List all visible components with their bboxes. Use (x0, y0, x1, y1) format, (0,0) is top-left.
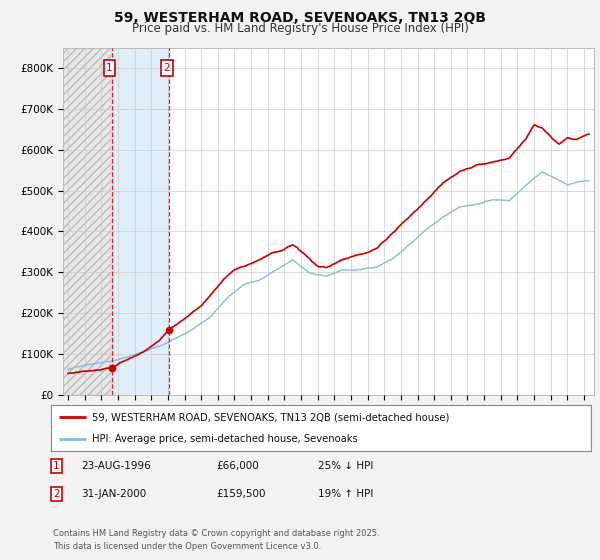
Text: 31-JAN-2000: 31-JAN-2000 (81, 489, 146, 499)
Bar (111, 48, 169, 395)
Text: 19% ↑ HPI: 19% ↑ HPI (318, 489, 373, 499)
Text: £66,000: £66,000 (216, 461, 259, 471)
Text: 2: 2 (163, 63, 170, 73)
Text: 59, WESTERHAM ROAD, SEVENOAKS, TN13 2QB: 59, WESTERHAM ROAD, SEVENOAKS, TN13 2QB (114, 11, 486, 25)
Text: 1: 1 (53, 461, 59, 471)
Bar (63, 48, 111, 395)
Text: 23-AUG-1996: 23-AUG-1996 (81, 461, 151, 471)
Text: HPI: Average price, semi-detached house, Sevenoaks: HPI: Average price, semi-detached house,… (91, 435, 357, 444)
Text: 2: 2 (53, 489, 59, 499)
Text: Price paid vs. HM Land Registry's House Price Index (HPI): Price paid vs. HM Land Registry's House … (131, 22, 469, 35)
Text: 59, WESTERHAM ROAD, SEVENOAKS, TN13 2QB (semi-detached house): 59, WESTERHAM ROAD, SEVENOAKS, TN13 2QB … (91, 412, 449, 422)
Text: 25% ↓ HPI: 25% ↓ HPI (318, 461, 373, 471)
Text: £159,500: £159,500 (216, 489, 265, 499)
Text: 1: 1 (106, 63, 113, 73)
Text: Contains HM Land Registry data © Crown copyright and database right 2025.
This d: Contains HM Land Registry data © Crown c… (53, 529, 379, 552)
